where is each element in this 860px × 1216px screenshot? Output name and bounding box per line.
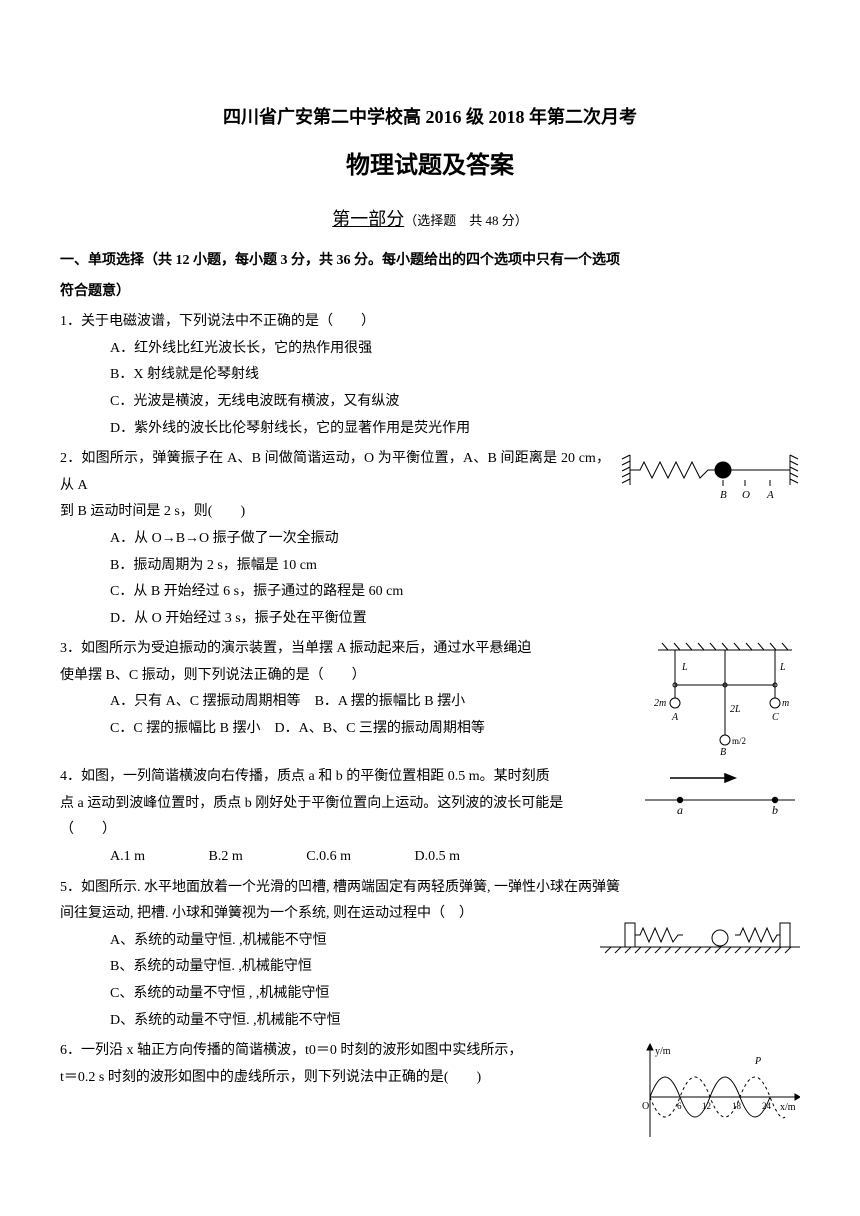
question-2: B O A 2．如图所示，弹簧振子在 A、B 间做简谐运动，O 为平衡位置，A、… [60,446,800,632]
q3-label-L1: L [681,662,688,673]
q5-optD: D、系统的动量不守恒. ,机械能不守恒 [110,1008,800,1035]
q3-optC: C．C 摆的振幅比 B 摆小 [110,721,261,736]
question-5: 5．如图所示. 水平地面放着一个光滑的凹槽, 槽两端固定有两轻质弹簧, 一弹性小… [60,875,800,1035]
exam-school-title: 四川省广安第二中学校高 2016 级 2018 年第二次月考 [60,100,800,134]
q1-optD: D．紫外线的波长比伦琴射线长，它的显著作用是荧光作用 [110,416,800,443]
q3-optB: B．A 摆的振幅比 B 摆小 [315,694,466,709]
q1-optA: A．红外线比红光波长长，它的热作用很强 [110,336,800,363]
part-sub: （选择题 共 48 分） [404,213,528,228]
q4-diagram: a b [640,768,800,818]
q6-label-x: x/m [780,1102,796,1113]
q3-label-B: B [720,747,726,758]
question-3: L 2L L 2m A B m/2 m C 3．如图所示为受迫振动的演示装置，当… [60,636,800,760]
q3-label-C: C [772,712,779,723]
q2-options: A．从 O→B→O 振子做了一次全振动 B．振动周期为 2 s，振幅是 10 c… [60,526,800,632]
q6-diagram: y/m x/m O P 6 12 18 24 [630,1042,800,1142]
q6-tick-24: 24 [762,1101,772,1111]
q5-diagram [600,905,800,955]
q2-optD: D．从 O 开始经过 3 s，振子处在平衡位置 [110,606,800,633]
q4-optA: A.1 m [110,844,145,871]
q5-stem1: 5．如图所示. 水平地面放着一个光滑的凹槽, 槽两端固定有两轻质弹簧, 一弹性小… [60,875,800,902]
q2-label-O: O [742,489,750,500]
part-label: 第一部分 [332,209,404,229]
q3-label-2m: 2m [654,698,666,709]
q6-label-P: P [754,1056,761,1067]
exam-main-title: 物理试题及答案 [60,144,800,190]
q5-optC: C、系统的动量不守恒 , ,机械能守恒 [110,981,800,1008]
q2-label-B: B [720,489,727,500]
section-header: 一、单项选择（共 12 小题，每小题 3 分，共 36 分。每小题给出的四个选项… [60,248,800,275]
q3-label-L2: L [779,662,786,673]
q2-label-A: A [766,489,774,500]
question-1: 1．关于电磁波谱，下列说法中不正确的是（ ） A．红外线比红光波长长，它的热作用… [60,309,800,442]
q2-optB: B．振动周期为 2 s，振幅是 10 cm [110,553,800,580]
q5-optB: B、系统的动量守恒. ,机械能守恒 [110,954,800,981]
q4-options: A.1 m B.2 m C.0.6 m D.0.5 m [60,844,800,871]
q4-optB: B.2 m [209,844,243,871]
question-6: y/m x/m O P 6 12 18 24 6．一列沿 x 轴正方向传播的简谐… [60,1038,800,1142]
section-header-line2-wrap: 符合题意） [60,279,800,306]
q2-stem2: 到 B 运动时间是 2 s，则( ) [60,499,800,526]
q1-optB: B．X 射线就是伦琴射线 [110,362,800,389]
q2-optA: A．从 O→B→O 振子做了一次全振动 [110,526,800,553]
part-title: 第一部分（选择题 共 48 分） [60,202,800,236]
q2-optC: C．从 B 开始经过 6 s，振子通过的路程是 60 cm [110,579,800,606]
q3-optA: A．只有 A、C 摆振动周期相等 [110,694,301,709]
q6-label-y: y/m [655,1046,671,1057]
q1-optC: C．光波是横波，无线电波既有横波，又有纵波 [110,389,800,416]
q6-tick-12: 12 [702,1101,711,1111]
q3-label-m2: m/2 [732,736,746,746]
q3-diagram: L 2L L 2m A B m/2 m C [650,640,800,760]
section-header-line2: 符合题意） [60,284,130,299]
q4-stem3: （ ） [60,817,800,844]
q1-stem: 1．关于电磁波谱，下列说法中不正确的是（ ） [60,309,800,336]
q4-label-a: a [677,803,683,817]
section-header-line1: 一、单项选择（共 12 小题，每小题 3 分，共 36 分。每小题给出的四个选项… [60,253,620,268]
q3-label-m: m [782,698,789,709]
q6-tick-6: 6 [677,1101,682,1111]
question-4: a b 4．如图，一列简谐横波向右传播，质点 a 和 b 的平衡位置相距 0.5… [60,764,800,870]
q4-optC: C.0.6 m [306,844,351,871]
q1-options: A．红外线比红光波长长，它的热作用很强 B．X 射线就是伦琴射线 C．光波是横波… [60,336,800,442]
q2-diagram: B O A [620,450,800,500]
q3-label-2L: 2L [730,704,741,715]
q3-label-A: A [671,712,679,723]
q3-optD: D．A、B、C 三摆的振动周期相等 [275,721,485,736]
q6-label-O: O [642,1101,649,1112]
q6-tick-18: 18 [732,1101,742,1111]
q4-label-b: b [772,803,778,817]
q4-optD: D.0.5 m [414,844,460,871]
